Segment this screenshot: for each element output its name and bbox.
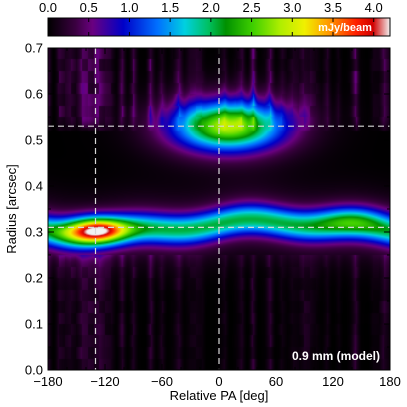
x-tick-label: −60 — [151, 374, 173, 389]
annotation-label: 0.9 mm (model) — [292, 349, 380, 363]
y-tick-label: 0.2 — [25, 271, 43, 286]
y-tick-label: 0.7 — [25, 41, 43, 56]
colorbar-ticks: 0.0 0.5 1.0 1.5 2.0 2.5 3.0 3.5 4.0 — [39, 0, 383, 36]
colorbar-tick-label: 1.5 — [161, 0, 179, 15]
colorbar-tick-label: 2.0 — [202, 0, 220, 15]
reference-lines — [48, 48, 390, 370]
colorbar-gradient — [47, 17, 391, 37]
x-tick-label: −120 — [90, 374, 119, 389]
y-tick-label: 0.5 — [25, 133, 43, 148]
x-tick-label: 60 — [269, 374, 283, 389]
x-tick-label: 0 — [215, 374, 222, 389]
colorbar-tick-label: 2.5 — [243, 0, 261, 15]
colorbar-tick-label: 3.5 — [324, 0, 342, 15]
colorbar-tick-label: 1.0 — [120, 0, 138, 15]
colorbar-unit-label: mJy/beam — [318, 22, 372, 34]
colorbar-tick-label: 0.5 — [80, 0, 98, 15]
y-axis-ticks: 0.0 0.1 0.2 0.3 0.4 0.5 0.6 0.7 — [25, 41, 390, 378]
colorbar-tick-label: 0.0 — [39, 0, 57, 15]
y-tick-label: 0.3 — [25, 225, 43, 240]
y-tick-label: 0.4 — [25, 179, 43, 194]
y-tick-label: 0.0 — [25, 363, 43, 378]
plot-area: −180 −120 −60 0 60 120 180 0.00.10.20.30.40.50… — [25, 41, 401, 390]
x-tick-label: 120 — [322, 374, 344, 389]
y-tick-label: 0.1 — [25, 317, 43, 332]
colorbar-tick-label: 4.0 — [365, 0, 383, 15]
x-tick-label: 180 — [379, 374, 401, 389]
x-axis-ticks: −180 −120 −60 0 60 120 180 — [33, 48, 401, 389]
x-axis-title: Relative PA [deg] — [170, 388, 269, 403]
colorbar: 0.0 0.5 1.0 1.5 2.0 2.5 3.0 3.5 4.0 mJy/beam — [39, 0, 391, 37]
colorbar-tick-label: 3.0 — [283, 0, 301, 15]
y-tick-label: 0.6 — [25, 87, 43, 102]
y-axis-title: Radius [arcsec] — [4, 164, 19, 254]
x-tick-label: −180 — [33, 374, 62, 389]
